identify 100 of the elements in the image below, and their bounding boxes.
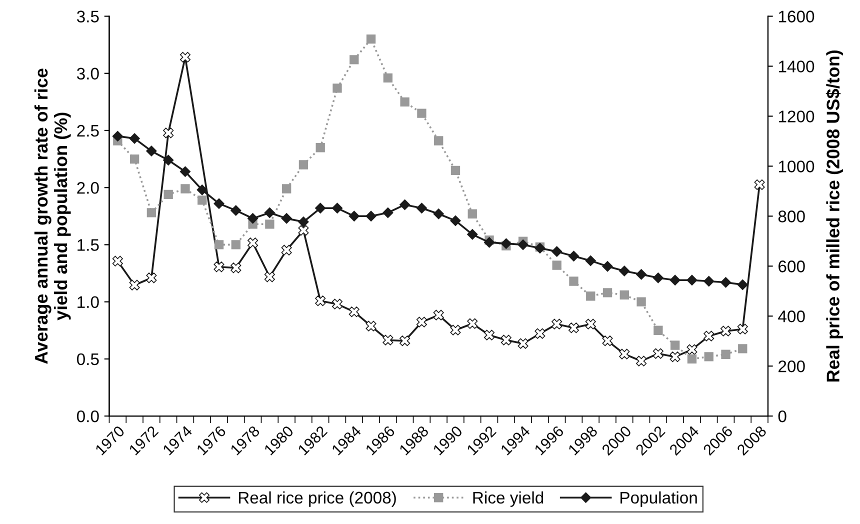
point bbox=[433, 208, 444, 220]
point bbox=[670, 340, 680, 350]
point bbox=[366, 210, 376, 222]
point bbox=[552, 318, 562, 330]
point bbox=[704, 276, 714, 287]
y-tick-label: 1.5 bbox=[78, 239, 99, 251]
point bbox=[315, 202, 326, 214]
point bbox=[720, 326, 732, 336]
point bbox=[721, 350, 730, 359]
point bbox=[534, 328, 546, 339]
point bbox=[704, 330, 714, 342]
point bbox=[348, 306, 360, 318]
point bbox=[230, 205, 242, 216]
point bbox=[350, 55, 359, 64]
point bbox=[281, 213, 292, 224]
legend-label: Rice yield bbox=[473, 491, 544, 507]
point bbox=[112, 130, 123, 142]
point bbox=[366, 320, 376, 332]
point bbox=[636, 297, 646, 306]
point bbox=[467, 318, 478, 329]
point bbox=[619, 348, 630, 360]
point bbox=[568, 322, 580, 334]
y2-tick-label: 400 bbox=[778, 310, 805, 322]
y-tick-label: 2.0 bbox=[77, 182, 99, 194]
point bbox=[400, 336, 410, 346]
point bbox=[754, 179, 765, 190]
point bbox=[569, 276, 578, 286]
y-axis-title: Average annual growth rate of rice yield and population (%) bbox=[34, 68, 71, 364]
point bbox=[298, 225, 309, 236]
point bbox=[670, 352, 680, 362]
point bbox=[130, 154, 140, 164]
y2-tick-label: 0 bbox=[778, 410, 786, 422]
y2-tick-label: 1400 bbox=[778, 60, 814, 72]
point bbox=[417, 108, 426, 118]
point bbox=[552, 260, 562, 270]
point bbox=[400, 97, 410, 107]
y-tick-label: 3.5 bbox=[76, 10, 99, 22]
point bbox=[298, 160, 308, 170]
point bbox=[686, 274, 698, 286]
y-tick-label: 1.0 bbox=[78, 296, 99, 308]
point bbox=[146, 208, 156, 218]
point bbox=[670, 274, 680, 286]
point bbox=[348, 210, 360, 222]
point bbox=[737, 324, 748, 334]
point bbox=[416, 202, 428, 214]
point bbox=[652, 348, 664, 359]
point bbox=[248, 238, 258, 248]
legend-label: Real rice price (2008) bbox=[238, 491, 396, 507]
point bbox=[316, 143, 325, 152]
point bbox=[654, 326, 663, 335]
point bbox=[704, 352, 714, 362]
point bbox=[231, 240, 240, 250]
point bbox=[636, 269, 647, 280]
point bbox=[264, 207, 276, 218]
point bbox=[180, 52, 191, 63]
point bbox=[332, 202, 343, 214]
legend-label: Population bbox=[620, 491, 697, 507]
point bbox=[602, 288, 612, 298]
point bbox=[737, 279, 748, 290]
point bbox=[450, 166, 460, 176]
point bbox=[382, 334, 394, 346]
point bbox=[382, 207, 394, 218]
point bbox=[265, 220, 274, 229]
point bbox=[332, 84, 342, 93]
point bbox=[586, 292, 596, 301]
point bbox=[518, 338, 528, 349]
point bbox=[180, 166, 191, 177]
point bbox=[619, 266, 630, 276]
point bbox=[620, 290, 629, 300]
point bbox=[399, 199, 410, 210]
y-tick-label: 0.0 bbox=[76, 410, 99, 422]
y2-tick-label: 1200 bbox=[778, 110, 814, 122]
point bbox=[129, 133, 140, 144]
point bbox=[129, 280, 140, 290]
point bbox=[602, 336, 613, 346]
point bbox=[383, 73, 393, 83]
point bbox=[230, 262, 242, 274]
point bbox=[112, 256, 123, 266]
point bbox=[652, 272, 664, 284]
point bbox=[585, 255, 596, 266]
point bbox=[434, 136, 444, 146]
point bbox=[196, 184, 208, 196]
point bbox=[552, 246, 562, 257]
point bbox=[281, 244, 292, 256]
point bbox=[198, 196, 207, 205]
point bbox=[467, 229, 478, 240]
y-tick-label: 3.0 bbox=[76, 68, 99, 80]
point bbox=[164, 190, 173, 200]
y2-tick-label: 1600 bbox=[778, 10, 814, 22]
point bbox=[450, 324, 461, 336]
point bbox=[214, 198, 224, 209]
point bbox=[214, 262, 224, 272]
point bbox=[214, 240, 224, 250]
point bbox=[332, 298, 343, 310]
point bbox=[500, 238, 512, 249]
point bbox=[636, 356, 647, 366]
point bbox=[484, 237, 495, 248]
point bbox=[163, 154, 174, 166]
point bbox=[518, 239, 528, 250]
point bbox=[450, 215, 461, 226]
